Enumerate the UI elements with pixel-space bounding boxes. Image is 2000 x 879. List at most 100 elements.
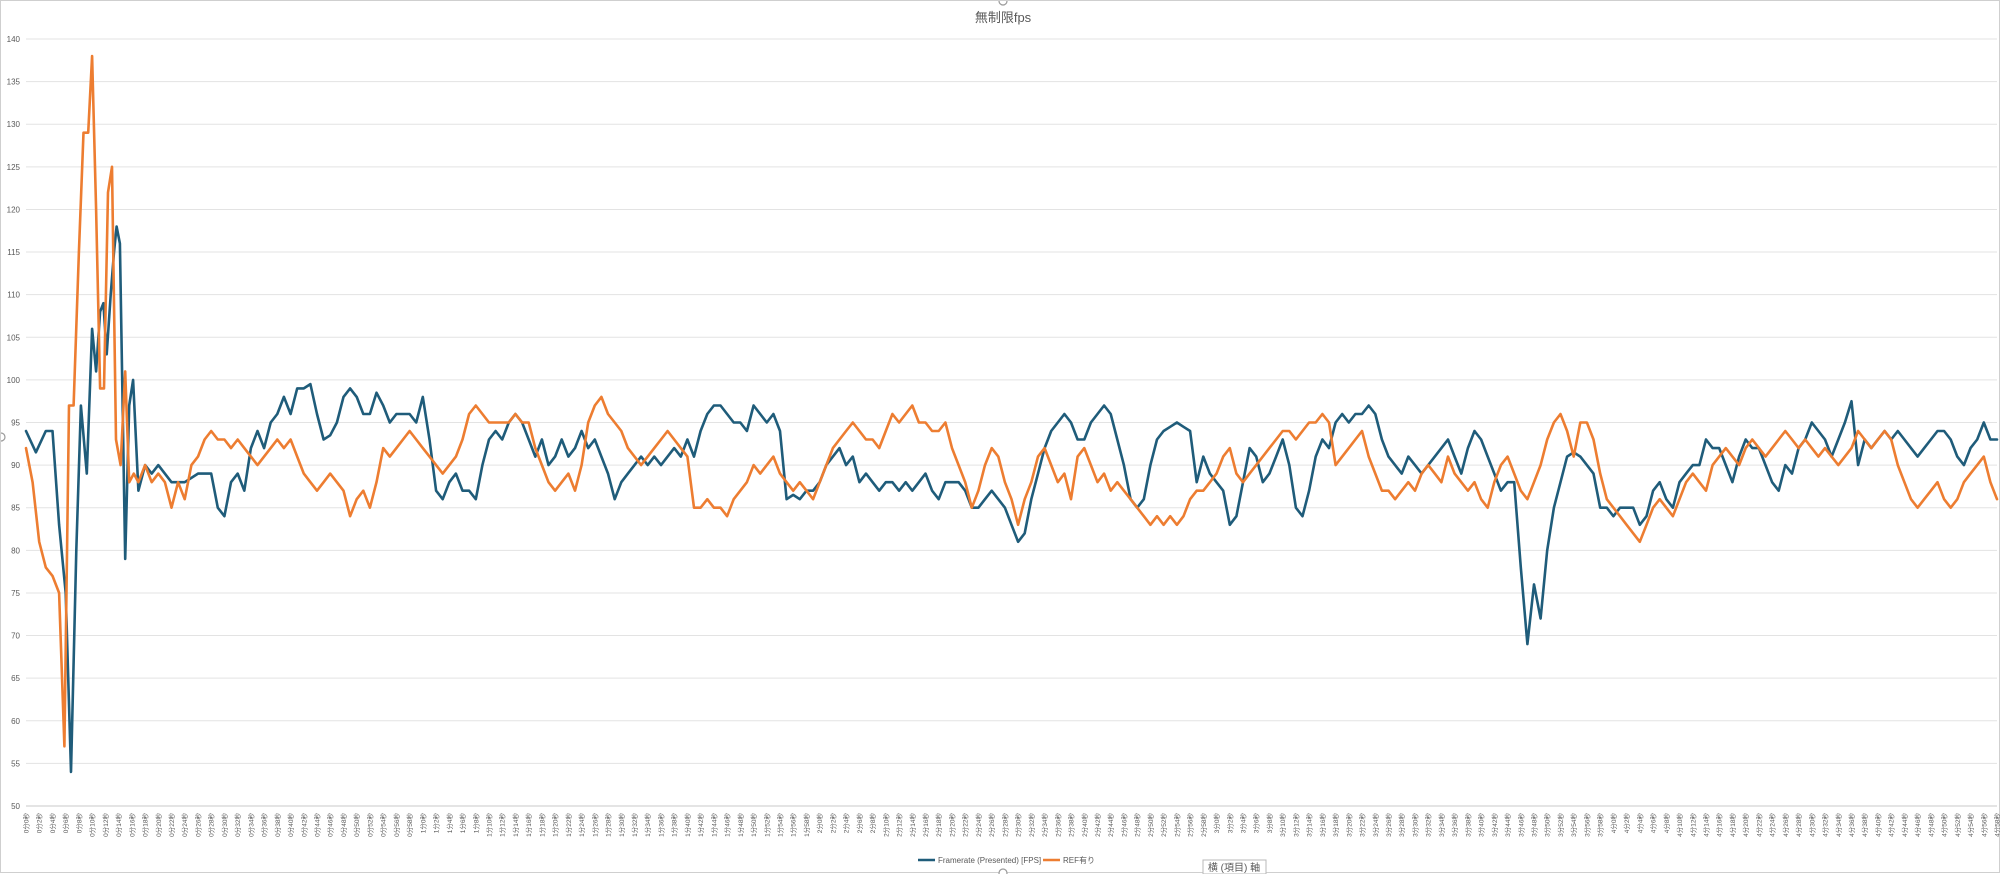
x-tick-label: 3分38秒 bbox=[1463, 813, 1472, 837]
x-tick-label: 3分32秒 bbox=[1424, 813, 1433, 837]
y-tick-label: 65 bbox=[11, 674, 20, 683]
x-tick-label: 4分52秒 bbox=[1953, 813, 1962, 837]
resize-handle-bottom[interactable] bbox=[999, 869, 1007, 874]
x-tick-label: 0分54秒 bbox=[379, 813, 388, 837]
x-tick-label: 2分2秒 bbox=[828, 813, 837, 834]
x-tick-label: 2分40秒 bbox=[1080, 813, 1089, 837]
x-tick-label: 0分36秒 bbox=[260, 813, 269, 837]
resize-handle-top[interactable] bbox=[999, 1, 1007, 5]
x-tick-label: 2分18秒 bbox=[934, 813, 943, 837]
x-tick-label: 0分14秒 bbox=[114, 813, 123, 837]
x-tick-label: 1分42秒 bbox=[696, 813, 705, 837]
y-tick-label: 115 bbox=[7, 248, 20, 257]
x-tick-label: 2分56秒 bbox=[1186, 813, 1195, 837]
x-tick-label: 0分6秒 bbox=[61, 813, 70, 834]
x-tick-label: 0分12秒 bbox=[101, 813, 110, 837]
x-tick-label: 4分16秒 bbox=[1715, 813, 1724, 837]
y-tick-label: 55 bbox=[11, 759, 20, 768]
x-tick-label: 2分14秒 bbox=[908, 813, 917, 837]
x-tick-label: 2分58秒 bbox=[1199, 813, 1208, 837]
x-tick-label: 1分26秒 bbox=[590, 813, 599, 837]
x-tick-label: 1分8秒 bbox=[471, 813, 480, 834]
x-tick-label: 4分48秒 bbox=[1926, 813, 1935, 837]
x-tick-label: 2分36秒 bbox=[1053, 813, 1062, 837]
x-tick-label: 2分10秒 bbox=[881, 813, 890, 837]
x-tick-label: 0分24秒 bbox=[180, 813, 189, 837]
x-tick-label: 4分10秒 bbox=[1675, 813, 1684, 837]
y-axis-ticks: 5055606570758085909510010511011512012513… bbox=[7, 35, 21, 811]
y-tick-label: 60 bbox=[11, 717, 20, 726]
x-tick-label: 1分24秒 bbox=[577, 813, 586, 837]
x-tick-label: 3分16秒 bbox=[1318, 813, 1327, 837]
x-tick-label: 1分12秒 bbox=[498, 813, 507, 837]
x-tick-label: 0分42秒 bbox=[299, 813, 308, 837]
x-tick-label: 1分14秒 bbox=[511, 813, 520, 837]
x-tick-label: 1分40秒 bbox=[683, 813, 692, 837]
x-tick-label: 2分34秒 bbox=[1040, 813, 1049, 837]
y-tick-label: 110 bbox=[7, 291, 20, 300]
x-tick-label: 1分58秒 bbox=[802, 813, 811, 837]
x-tick-label: 2分46秒 bbox=[1119, 813, 1128, 837]
x-tick-label: 0分44秒 bbox=[313, 813, 322, 837]
x-tick-label: 0分48秒 bbox=[339, 813, 348, 837]
x-tick-label: 1分38秒 bbox=[670, 813, 679, 837]
x-tick-label: 3分24秒 bbox=[1371, 813, 1380, 837]
x-tick-label: 1分50秒 bbox=[749, 813, 758, 837]
x-tick-label: 4分14秒 bbox=[1701, 813, 1710, 837]
x-tick-label: 1分6秒 bbox=[458, 813, 467, 834]
y-tick-label: 90 bbox=[11, 461, 20, 470]
x-tick-label: 0分16秒 bbox=[127, 813, 136, 837]
x-tick-label: 1分0秒 bbox=[418, 813, 427, 834]
y-tick-label: 100 bbox=[7, 376, 21, 385]
y-tick-label: 125 bbox=[7, 163, 21, 172]
x-tick-label: 4分30秒 bbox=[1807, 813, 1816, 837]
x-tick-label: 2分42秒 bbox=[1093, 813, 1102, 837]
x-tick-label: 0分50秒 bbox=[352, 813, 361, 837]
x-tick-label: 2分44秒 bbox=[1106, 813, 1115, 837]
gridlines bbox=[26, 39, 1997, 806]
x-tick-label: 4分20秒 bbox=[1741, 813, 1750, 837]
x-tick-label: 1分4秒 bbox=[445, 813, 454, 834]
series-line-ref bbox=[26, 56, 1997, 746]
x-tick-label: 2分0秒 bbox=[815, 813, 824, 834]
x-tick-label: 0分56秒 bbox=[392, 813, 401, 837]
y-tick-label: 105 bbox=[7, 333, 21, 342]
x-tick-label: 1分30秒 bbox=[617, 813, 626, 837]
x-tick-label: 4分56秒 bbox=[1979, 813, 1988, 837]
x-axis-title-box[interactable]: 横 (項目) 軸 bbox=[1203, 860, 1266, 874]
x-tick-label: 0分46秒 bbox=[326, 813, 335, 837]
x-tick-label: 4分24秒 bbox=[1768, 813, 1777, 837]
x-tick-label: 2分48秒 bbox=[1133, 813, 1142, 837]
y-tick-label: 75 bbox=[11, 589, 20, 598]
x-tick-label: 4分54秒 bbox=[1966, 813, 1975, 837]
x-tick-label: 2分38秒 bbox=[1067, 813, 1076, 837]
legend-label-framerate: Framerate (Presented) [FPS] bbox=[938, 856, 1041, 865]
x-tick-label: 4分44秒 bbox=[1900, 813, 1909, 837]
x-tick-label: 3分22秒 bbox=[1358, 813, 1367, 837]
x-tick-label: 1分2秒 bbox=[432, 813, 441, 834]
x-tick-label: 2分54秒 bbox=[1172, 813, 1181, 837]
x-tick-label: 4分8秒 bbox=[1662, 813, 1671, 834]
legend-label-ref: REF有り bbox=[1063, 855, 1095, 865]
x-tick-label: 0分20秒 bbox=[154, 813, 163, 837]
x-tick-label: 1分56秒 bbox=[789, 813, 798, 837]
x-tick-label: 4分26秒 bbox=[1781, 813, 1790, 837]
x-tick-label: 1分20秒 bbox=[551, 813, 560, 837]
x-tick-label: 3分50秒 bbox=[1543, 813, 1552, 837]
x-tick-label: 3分34秒 bbox=[1437, 813, 1446, 837]
x-tick-label: 0分32秒 bbox=[233, 813, 242, 837]
x-tick-label: 4分6秒 bbox=[1649, 813, 1658, 834]
x-tick-label: 2分28秒 bbox=[1000, 813, 1009, 837]
x-tick-label: 1分22秒 bbox=[564, 813, 573, 837]
x-tick-label: 1分16秒 bbox=[524, 813, 533, 837]
x-tick-label: 3分26秒 bbox=[1384, 813, 1393, 837]
resize-handle-left[interactable] bbox=[1, 433, 5, 441]
x-tick-label: 1分10秒 bbox=[484, 813, 493, 837]
x-tick-label: 2分32秒 bbox=[1027, 813, 1036, 837]
y-tick-label: 70 bbox=[11, 632, 20, 641]
x-tick-label: 0分34秒 bbox=[246, 813, 255, 837]
x-tick-label: 2分22秒 bbox=[961, 813, 970, 837]
x-tick-label: 1分18秒 bbox=[537, 813, 546, 837]
